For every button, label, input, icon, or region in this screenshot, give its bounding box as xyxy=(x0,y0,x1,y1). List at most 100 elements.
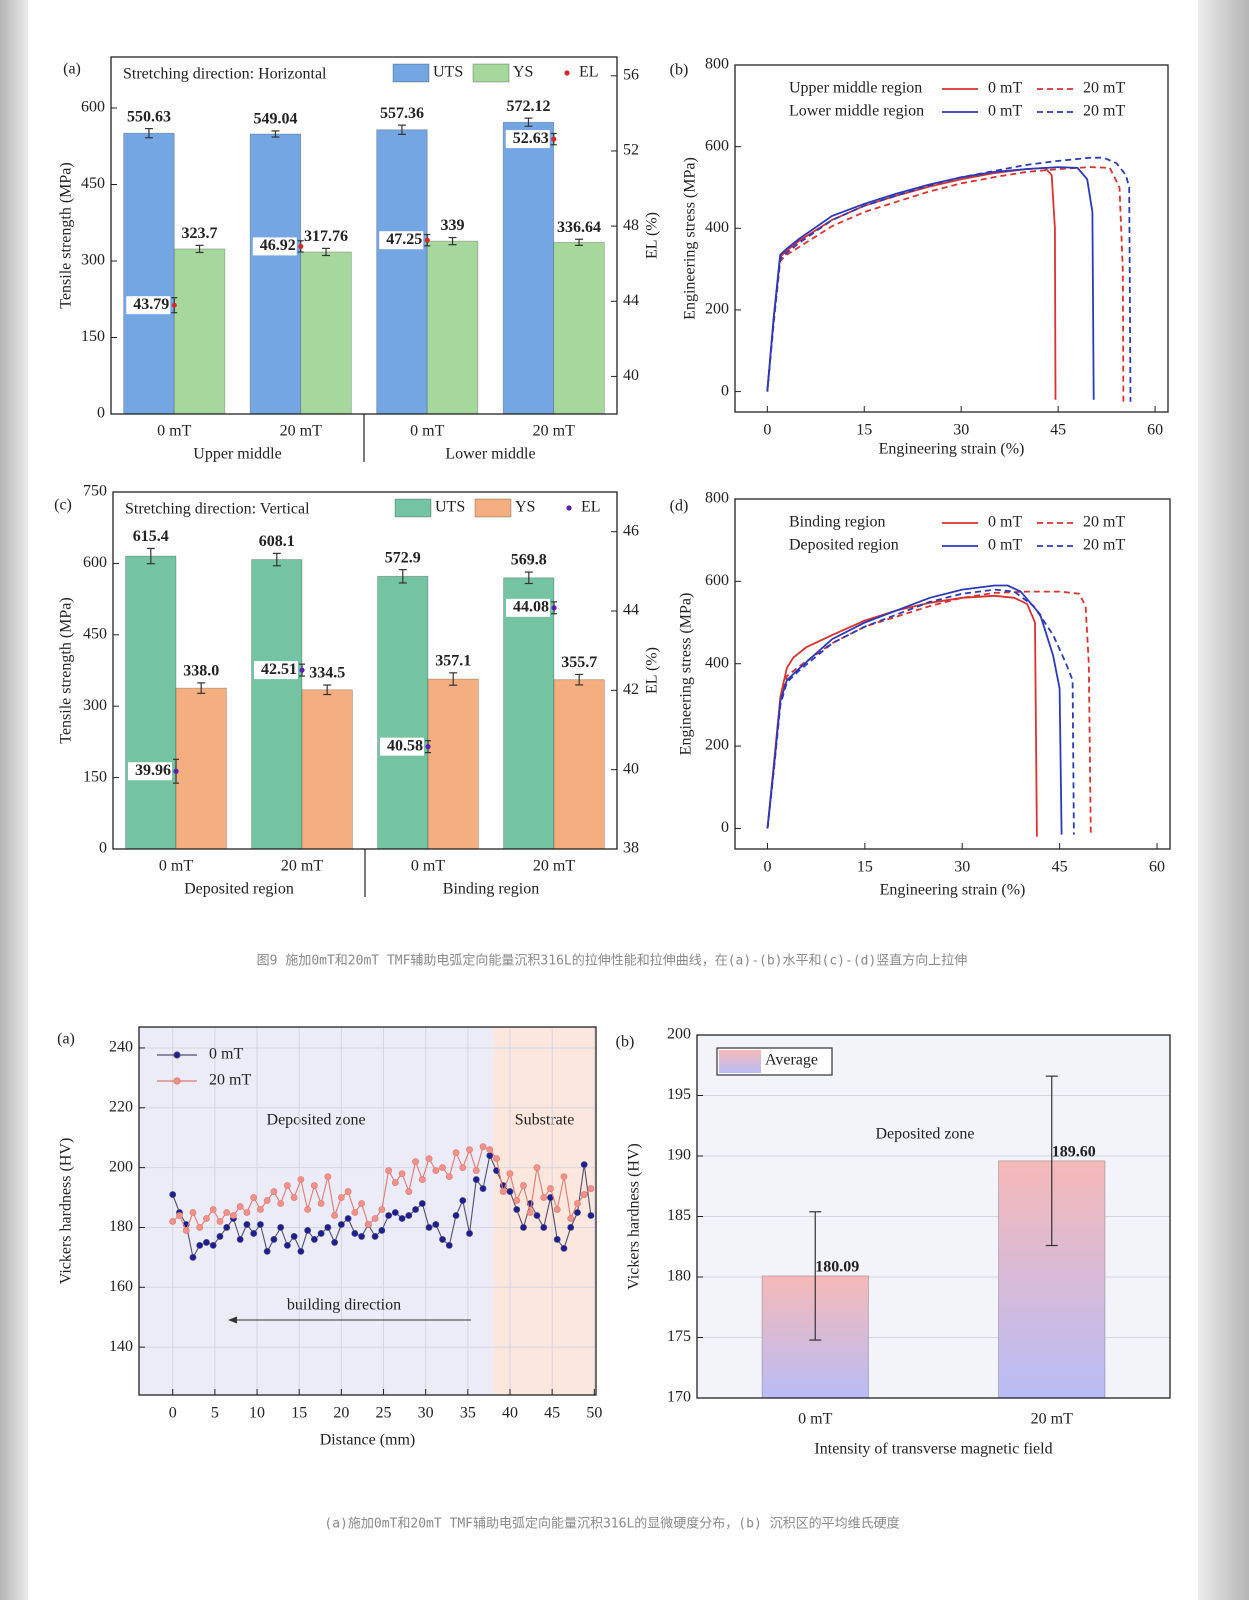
y-tick-label: 800 xyxy=(705,56,729,73)
marker xyxy=(371,1215,379,1222)
marker xyxy=(520,1224,527,1231)
data-label: 43.79 xyxy=(133,296,169,313)
legend-marker xyxy=(566,505,572,511)
marker xyxy=(209,1206,217,1213)
legend-swatch xyxy=(392,63,430,83)
marker xyxy=(466,1230,473,1237)
series-line xyxy=(766,156,1132,402)
bar xyxy=(553,241,605,415)
error-bar xyxy=(271,130,280,138)
marker xyxy=(310,1182,318,1189)
marker xyxy=(425,1224,433,1231)
marker xyxy=(513,1206,521,1213)
marker xyxy=(587,1212,595,1219)
legend-marker xyxy=(173,1051,181,1059)
marker xyxy=(486,1152,494,1160)
marker xyxy=(493,1155,500,1163)
marker xyxy=(385,1212,392,1219)
x-tick-label: 35 xyxy=(460,1405,476,1422)
data-label: 339 xyxy=(441,217,465,234)
marker xyxy=(337,1221,345,1228)
marker xyxy=(418,1176,426,1183)
marker xyxy=(203,1215,210,1222)
legend-group-label: Upper middle region xyxy=(789,80,922,97)
marker xyxy=(547,1185,554,1192)
marker xyxy=(533,1212,541,1219)
marker xyxy=(310,1236,318,1243)
legend-label: 20 mT xyxy=(1083,103,1125,120)
span-label: Deposited zone xyxy=(267,1112,366,1129)
data-label: 47.25 xyxy=(386,231,422,248)
annotation: building direction xyxy=(287,1297,401,1314)
data-label-box xyxy=(379,231,424,250)
marker xyxy=(439,1164,446,1172)
shaded-span xyxy=(139,1027,494,1395)
plot-frame xyxy=(110,56,618,415)
bar xyxy=(301,689,353,850)
y-tick-label: 150 xyxy=(83,768,107,785)
marker xyxy=(533,1164,541,1172)
marker xyxy=(452,1212,460,1219)
marker xyxy=(405,1212,413,1219)
error-bar xyxy=(323,684,332,696)
bar xyxy=(376,129,428,415)
data-label: 615.4 xyxy=(133,528,169,545)
x-axis-label: Engineering strain (%) xyxy=(880,882,1026,899)
x-tick-label: 0 xyxy=(169,1405,177,1422)
data-label: 180.09 xyxy=(815,1259,859,1276)
page-edge xyxy=(0,0,28,1600)
marker xyxy=(385,1167,392,1175)
annotation: Stretching direction: Horizontal xyxy=(123,66,327,83)
legend-label: Average xyxy=(765,1052,818,1069)
marker xyxy=(445,1242,453,1249)
x-tick-label: 20 mT xyxy=(280,423,322,440)
y-tick-label: 600 xyxy=(81,99,105,116)
x-tick-label: 0 mT xyxy=(798,1411,832,1428)
marker xyxy=(270,1188,278,1195)
y-tick-label: 0 xyxy=(99,840,107,857)
marker xyxy=(371,1233,379,1240)
y-axis-label: Engineering stress (MPa) xyxy=(682,157,699,320)
marker xyxy=(344,1188,352,1195)
marker xyxy=(257,1221,264,1228)
series-line xyxy=(766,594,1038,837)
data-label: 317.76 xyxy=(304,228,348,245)
y-tick-label: 190 xyxy=(667,1147,691,1164)
panel-label: (b) xyxy=(616,1034,635,1051)
el-point xyxy=(424,237,430,243)
x-tick-label: 20 mT xyxy=(281,858,323,875)
marker xyxy=(526,1209,534,1216)
marker xyxy=(196,1242,204,1249)
legend-marker xyxy=(564,70,570,76)
marker xyxy=(257,1206,264,1213)
marker xyxy=(520,1182,527,1189)
y-tick-label: 600 xyxy=(83,554,107,571)
y-tick-label: 300 xyxy=(81,252,105,269)
marker xyxy=(223,1209,231,1216)
marker xyxy=(216,1233,224,1240)
y-axis-label: Tensile strength (MPa) xyxy=(58,597,75,743)
bar xyxy=(377,575,429,850)
marker xyxy=(358,1233,365,1240)
legend-label: 0 mT xyxy=(988,514,1022,531)
data-label-box xyxy=(254,661,298,680)
marker xyxy=(277,1224,285,1231)
bar xyxy=(173,248,226,415)
el-point xyxy=(425,744,431,750)
error-bar xyxy=(197,682,206,694)
shaded-span xyxy=(493,1027,596,1395)
marker xyxy=(236,1236,244,1243)
bar xyxy=(251,559,303,850)
marker xyxy=(216,1218,224,1225)
error-bar xyxy=(398,569,407,584)
page-edge xyxy=(1198,0,1249,1600)
marker xyxy=(351,1230,359,1237)
marker xyxy=(580,1191,588,1198)
data-label: 557.36 xyxy=(380,105,424,122)
annotation: Stretching direction: Vertical xyxy=(125,501,310,518)
marker xyxy=(506,1188,514,1195)
y-tick-label: 220 xyxy=(109,1098,133,1115)
legend-label: 0 mT xyxy=(209,1046,243,1063)
legend-group-label: Deposited region xyxy=(789,537,899,554)
marker xyxy=(277,1200,285,1207)
